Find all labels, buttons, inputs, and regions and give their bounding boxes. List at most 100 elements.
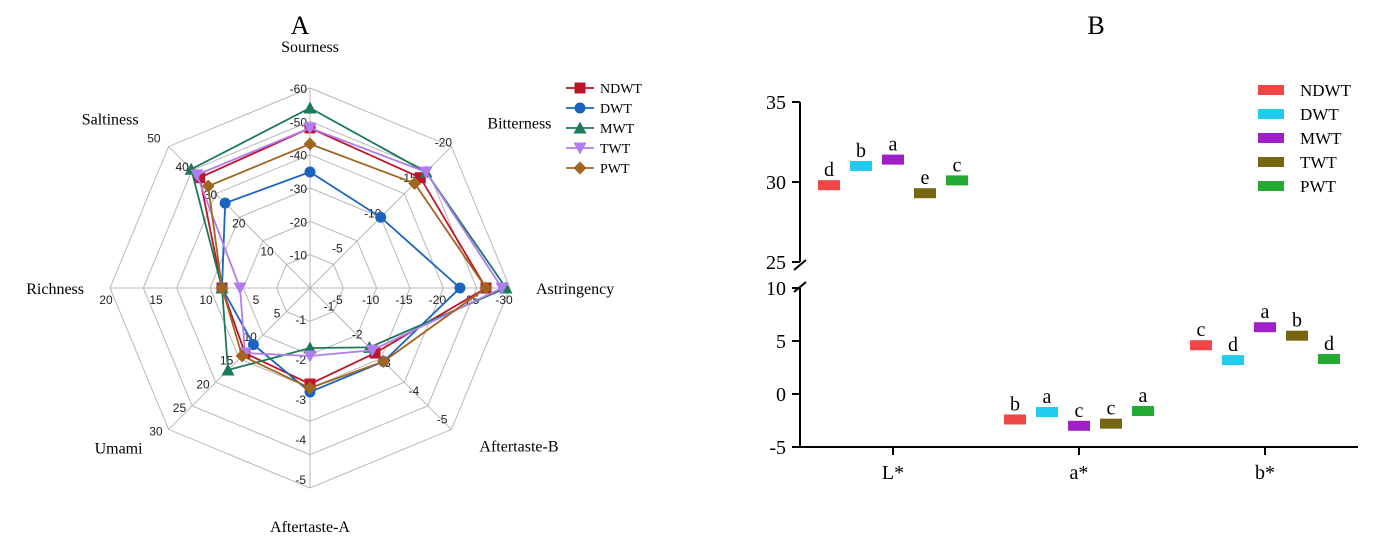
radar-tick-label: -1 — [295, 313, 306, 327]
bar-mark-mwt — [1068, 420, 1090, 431]
radar-tick-label: -5 — [332, 293, 343, 307]
x-tick-label: a* — [1070, 462, 1089, 484]
significance-letter: c — [1075, 400, 1084, 422]
series-marker-diamond — [479, 281, 493, 295]
bar-mark-dwt — [850, 161, 872, 171]
radar-tick-label: -3 — [295, 393, 306, 407]
panel-label-a: A — [291, 11, 310, 40]
radar-tick-label: -2 — [352, 328, 363, 342]
significance-letter: d — [1324, 333, 1334, 355]
series-marker-circle — [247, 339, 259, 351]
series-marker-diamond — [408, 176, 422, 190]
radar-tick-label: -10 — [362, 293, 380, 307]
series-marker-square — [574, 82, 586, 94]
series-marker-diamond — [573, 161, 587, 175]
legend-swatch — [1258, 157, 1284, 167]
y-tick-label: 30 — [766, 172, 786, 194]
legend-label: NDWT — [1300, 81, 1352, 100]
radar-axis-label: Sourness — [281, 39, 339, 56]
bar-mark-twt — [914, 188, 936, 199]
radar-tick-label: 10 — [199, 293, 213, 307]
legend-label: MWT — [600, 122, 635, 137]
radar-tick-label: -40 — [290, 149, 308, 163]
series-marker-triangle-down — [495, 282, 509, 295]
radar-tick-label: -5 — [437, 412, 448, 426]
bar-mark-dwt — [1222, 355, 1244, 366]
series-marker-square — [369, 347, 381, 359]
legend-swatch — [1258, 109, 1284, 119]
series-marker-circle — [304, 166, 316, 178]
series-marker-triangle-down — [303, 122, 317, 135]
legend-swatch — [1258, 85, 1284, 95]
bar-mark-ndwt — [1004, 414, 1026, 425]
radar-chart: A Sourness Bitterness Astringency Aftertast… — [26, 11, 642, 536]
series-marker-triangle-up — [221, 363, 235, 376]
significance-letter: c — [953, 154, 962, 176]
series-marker-diamond — [201, 179, 215, 193]
radar-tick-label: -2 — [295, 353, 306, 367]
x-tick-label: b* — [1255, 462, 1275, 484]
legend-swatch — [1258, 133, 1284, 143]
radar-tick-label: -5 — [295, 473, 306, 487]
radar-chart-panel: A Sourness Bitterness Astringency Aftertast… — [0, 0, 660, 536]
y-tick-label: 25 — [766, 252, 786, 274]
legend-label: DWT — [1300, 105, 1339, 124]
radar-tick-label: -20 — [290, 215, 308, 229]
radar-tick-label: -30 — [495, 293, 513, 307]
series-marker-triangle-down — [190, 169, 204, 182]
radar-tick-label: -50 — [290, 115, 308, 129]
series-marker-diamond — [235, 349, 249, 363]
series-marker-square — [414, 172, 426, 184]
radar-tick-label: -4 — [408, 384, 419, 398]
significance-letter: b — [1010, 393, 1020, 415]
radar-tick-label: -60 — [290, 82, 308, 96]
series-marker-circle — [574, 102, 586, 114]
significance-letter: e — [921, 167, 930, 189]
bar-mark-twt — [1286, 330, 1308, 341]
radar-tick-label: -20 — [435, 136, 453, 150]
series-marker-square — [194, 172, 206, 184]
bar-mark-pwt — [1318, 354, 1340, 365]
significance-letter: c — [1107, 398, 1116, 420]
radar-axis-label: Richness — [26, 281, 84, 298]
series-marker-diamond — [303, 137, 317, 151]
significance-letter: a — [1139, 385, 1148, 407]
significance-letter: b — [856, 140, 866, 162]
legend-label: PWT — [1300, 177, 1337, 196]
significance-letter: a — [889, 134, 898, 156]
bar-mark-pwt — [1132, 405, 1154, 416]
significance-letter: c — [1197, 319, 1206, 341]
bar-mark-pwt — [946, 175, 968, 186]
radar-axis-label: Aftertaste-B — [479, 438, 558, 455]
legend-label: DWT — [600, 102, 632, 117]
series-marker-circle — [375, 211, 387, 223]
series-marker-triangle-down — [365, 344, 379, 357]
bar-mark-ndwt — [1190, 340, 1212, 351]
x-tick-label: L* — [882, 462, 904, 484]
radar-axis-label: Aftertaste-A — [270, 519, 350, 532]
significance-letter: a — [1043, 386, 1052, 408]
radar-tick-label: -10 — [290, 249, 308, 263]
series-marker-diamond — [215, 281, 229, 295]
radar-tick-label: -1 — [324, 299, 335, 313]
bar-mark-mwt — [882, 154, 904, 165]
significance-letter: b — [1292, 310, 1302, 332]
radar-tick-label: 20 — [99, 293, 113, 307]
bar-mark-dwt — [1036, 407, 1058, 418]
y-tick-label: 5 — [776, 331, 786, 353]
legend-label: PWT — [600, 162, 630, 177]
radar-tick-label: -15 — [395, 293, 413, 307]
radar-tick-label: -5 — [332, 242, 343, 256]
bar-mark-twt — [1100, 418, 1122, 429]
y-tick-label: 10 — [766, 278, 786, 300]
legend-label: NDWT — [600, 82, 642, 97]
y-tick-label: 0 — [776, 384, 786, 406]
radar-tick-label: 25 — [173, 401, 187, 415]
series-marker-circle — [454, 282, 466, 294]
panel-label-b: B — [1087, 11, 1104, 40]
legend-label: TWT — [600, 142, 631, 157]
bar-mark-mwt — [1254, 322, 1276, 333]
radar-tick-label: 15 — [149, 293, 163, 307]
